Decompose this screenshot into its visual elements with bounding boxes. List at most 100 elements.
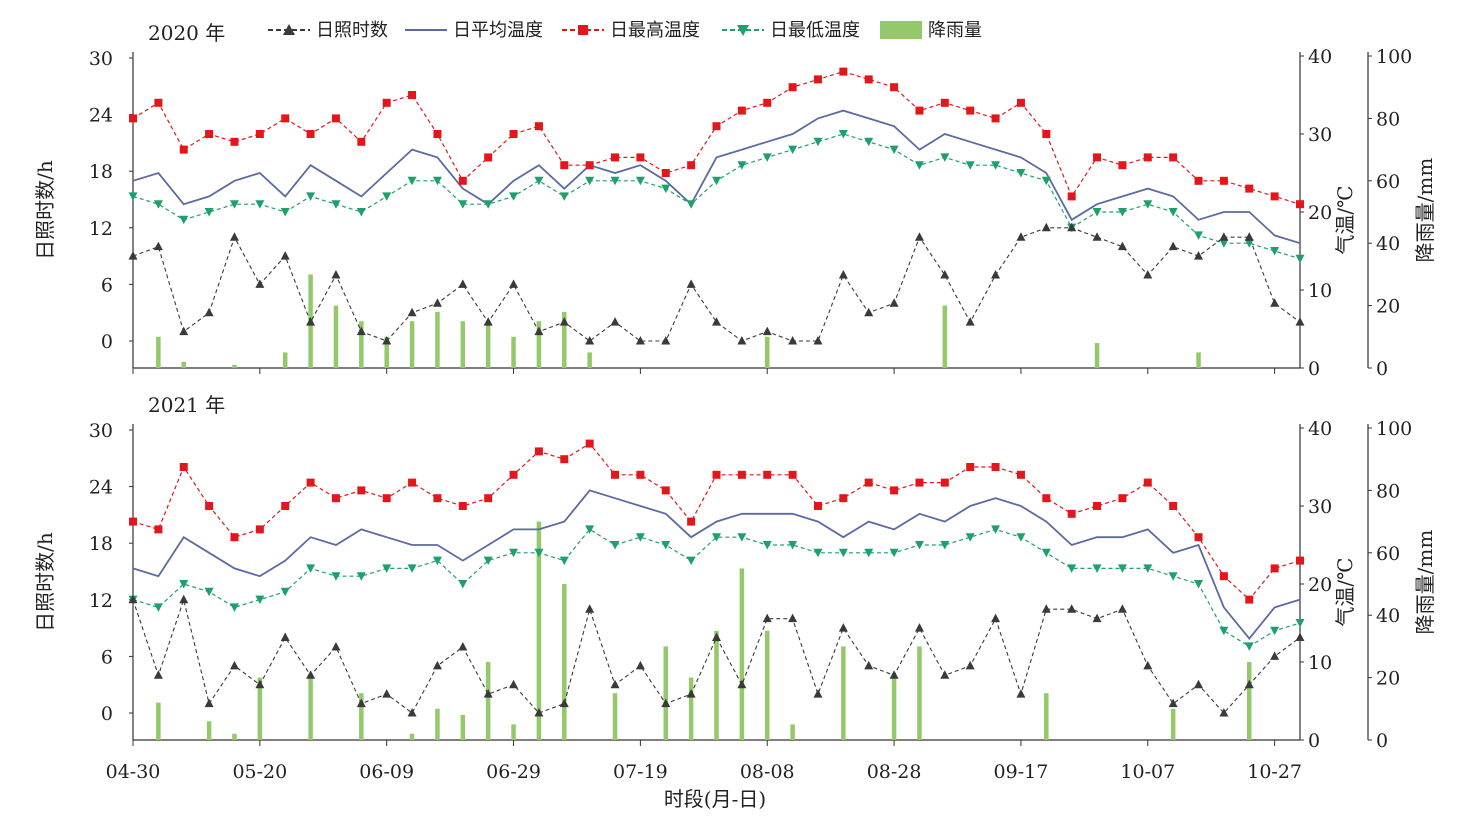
- point-sun: [940, 670, 950, 679]
- point-sun: [153, 670, 163, 679]
- point-sun: [458, 641, 468, 651]
- point-max: [1245, 184, 1254, 193]
- point-min: [1219, 239, 1229, 248]
- rain-bar: [587, 352, 592, 368]
- point-min: [1016, 533, 1026, 542]
- point-min: [712, 533, 721, 542]
- point-sun: [153, 241, 163, 251]
- sun-tick-label: 30: [89, 420, 113, 442]
- point-min: [128, 192, 138, 201]
- point-max: [915, 478, 924, 487]
- point-max: [230, 533, 239, 542]
- point-sun: [585, 336, 595, 345]
- point-sun: [280, 632, 290, 642]
- rain-bar: [460, 321, 466, 368]
- rain-bar: [663, 646, 669, 740]
- point-sun: [1067, 222, 1077, 232]
- point-min: [331, 572, 341, 581]
- point-min: [204, 587, 214, 597]
- point-min: [661, 541, 671, 550]
- temp-tick-label: 30: [1308, 124, 1332, 146]
- point-sun: [838, 623, 848, 632]
- legend-marker-max: [578, 25, 588, 35]
- point-min: [635, 533, 645, 542]
- point-sun: [280, 251, 290, 260]
- point-max: [712, 122, 721, 131]
- point-max: [585, 161, 594, 170]
- point-min: [610, 541, 620, 550]
- point-min: [889, 145, 899, 155]
- x-axis: 04-30 05-20 06-09 06-29 07-19 08-08 08-28 09-17…: [106, 368, 1302, 783]
- rain-bar: [764, 630, 770, 740]
- point-min: [585, 525, 595, 534]
- point-sun: [356, 698, 366, 708]
- point-sun: [331, 269, 341, 279]
- point-max: [205, 130, 214, 138]
- point-sun: [306, 670, 316, 679]
- rain-bar: [359, 693, 364, 740]
- rain-bar: [435, 708, 440, 740]
- point-max: [1093, 153, 1102, 162]
- legend-marker-min: [737, 25, 749, 36]
- rain-bar: [511, 724, 516, 740]
- rain-bar: [156, 702, 161, 740]
- point-sun: [1194, 251, 1204, 260]
- x-tick-label: 10-07: [1120, 761, 1175, 783]
- point-sun: [1295, 317, 1305, 326]
- point-max: [839, 494, 848, 503]
- point-max: [788, 470, 797, 479]
- series-line-sun: [132, 227, 1301, 342]
- point-max: [382, 98, 391, 107]
- point-sun: [712, 632, 721, 642]
- x-tick-label: 05-20: [232, 761, 287, 783]
- legend-swatch-rain: [880, 21, 922, 39]
- point-sun: [382, 689, 392, 698]
- y-axis-label-temperature: 气温/℃: [1333, 557, 1357, 626]
- point-min: [1092, 208, 1102, 217]
- rain-bar: [308, 677, 313, 740]
- point-max: [1296, 556, 1304, 565]
- rain-tick-label: 40: [1376, 605, 1400, 627]
- point-min: [1143, 200, 1153, 209]
- rain-bar: [485, 662, 491, 740]
- rain-tick-label: 20: [1376, 296, 1400, 318]
- point-sun: [1244, 232, 1254, 241]
- point-max: [940, 98, 949, 107]
- point-min: [1244, 642, 1254, 651]
- legend-label-avg: 日平均温度: [453, 20, 543, 41]
- point-sun: [788, 336, 798, 345]
- rain-bar: [1196, 352, 1201, 368]
- point-sun: [204, 698, 214, 708]
- point-sun: [762, 613, 772, 623]
- point-min: [1244, 239, 1254, 248]
- point-max: [458, 502, 467, 510]
- point-max: [788, 83, 797, 92]
- point-min: [559, 192, 569, 201]
- rain-bar: [409, 733, 415, 740]
- rain-bar: [562, 311, 567, 368]
- point-min: [1194, 580, 1204, 589]
- point-min: [1117, 208, 1127, 217]
- point-min: [965, 533, 975, 542]
- legend-item-sun: 日照时数: [268, 20, 388, 41]
- series-line-avg: [132, 489, 1301, 641]
- point-max: [357, 137, 366, 146]
- point-sun: [509, 279, 519, 288]
- series-line-avg: [132, 109, 1301, 245]
- point-min: [356, 572, 366, 581]
- point-min: [686, 200, 696, 209]
- point-sun: [864, 307, 874, 317]
- point-sun: [1117, 241, 1127, 251]
- rain-bar: [359, 321, 364, 368]
- rain-bar: [435, 311, 440, 368]
- point-max: [154, 525, 163, 534]
- point-max: [1245, 595, 1254, 604]
- rain-bar: [536, 521, 542, 740]
- x-tick-label: 04-30: [106, 761, 161, 783]
- point-max: [864, 75, 873, 84]
- point-sun: [1168, 241, 1178, 251]
- point-max: [433, 130, 442, 138]
- point-max: [611, 470, 620, 479]
